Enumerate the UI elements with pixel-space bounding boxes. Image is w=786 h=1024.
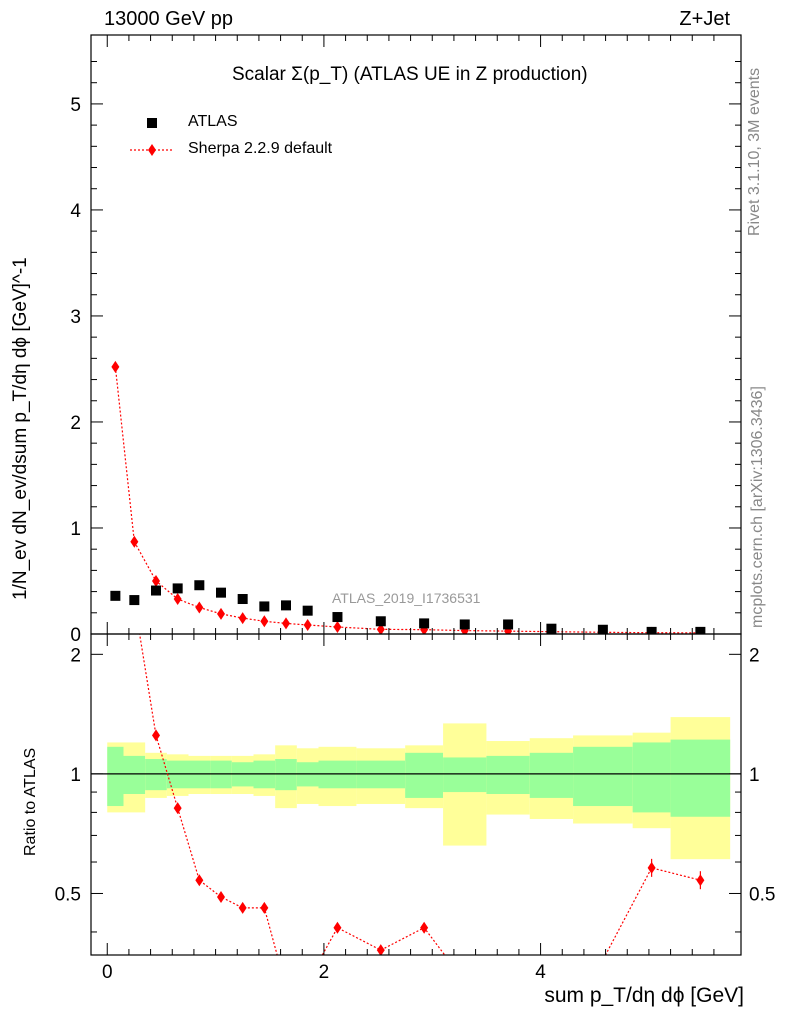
ratio-y-axis-title: Ratio to ATLAS [22, 747, 39, 856]
collision-energy-label: 13000 GeV pp [104, 8, 233, 30]
band-inner-bin [529, 752, 574, 798]
legend-marker-sherpa [148, 144, 156, 156]
sherpa-point [260, 615, 269, 628]
ratio-sherpa-point [195, 874, 204, 887]
x-tick-label: 0 [102, 962, 113, 983]
legend [130, 118, 174, 156]
ratio-panel-series [139, 634, 705, 955]
atlas-point [302, 605, 313, 616]
main-panel-series [110, 360, 706, 634]
band-inner-bin [670, 739, 731, 817]
sherpa-point [217, 607, 225, 620]
y-tick-label: 0 [70, 625, 81, 646]
plot-title: Scalar Σ(p_T) (ATLAS UE in Z production) [232, 64, 588, 86]
ratio-panel-frame [90, 633, 742, 956]
ratio-sherpa-point [376, 944, 385, 955]
sherpa-point [504, 625, 513, 634]
ratio-sherpa-point [217, 890, 225, 903]
sherpa-point [282, 617, 290, 630]
band-inner-bin [405, 752, 444, 798]
atlas-point [151, 585, 161, 596]
y-tick-label: 5 [70, 95, 81, 116]
atlas-point [110, 590, 121, 601]
ratio-sherpa-line [139, 634, 701, 955]
atlas-point [419, 618, 430, 629]
ratio-sherpa-point [333, 921, 342, 934]
ratio-sherpa-point [238, 901, 247, 914]
analysis-watermark: ATLAS_2019_I1736531 [332, 590, 481, 606]
band-inner-bin [632, 742, 671, 813]
band-inner-bin [107, 746, 124, 807]
legend-marker-atlas [147, 118, 157, 128]
band-inner-bin [443, 757, 487, 793]
plot-title-text: Scalar Σ(p_T) (ATLAS UE in Z production) [232, 64, 588, 85]
atlas-point [332, 612, 343, 623]
band-inner-bin [275, 759, 297, 791]
atlas-point [129, 595, 140, 606]
rivet-version-text: Rivet 3.1.10, 3M events [746, 67, 763, 236]
x-axis-title-text: sum p_T/dη dϕ [GeV] [544, 984, 744, 1007]
sherpa-point [303, 618, 312, 631]
atlas-point [281, 600, 291, 611]
sherpa-point [333, 621, 342, 634]
process-label: Z+Jet [679, 8, 730, 30]
mcplots-credit-text: mcplots.cern.ch [arXiv:1306.3436] [749, 386, 766, 628]
band-inner-bin [123, 755, 146, 794]
y-tick-label: 1 [70, 519, 81, 540]
band-inner-bin [573, 746, 633, 807]
x-axis-title: sum p_T/dη dϕ [GeV] [544, 984, 744, 1008]
ratio-y-tick-label-right: 0.5 [749, 884, 775, 905]
sherpa-point [238, 612, 247, 625]
atlas-point [459, 619, 470, 630]
atlas-point [237, 594, 248, 605]
ratio-y-tick-label: 1 [70, 765, 81, 786]
ratio-y-tick-label: 0.5 [55, 884, 81, 905]
sherpa-point [130, 535, 139, 548]
legend-label-sherpa: Sherpa 2.2.9 default [188, 140, 333, 157]
sherpa-point [376, 623, 385, 634]
y-tick-label: 2 [70, 413, 81, 434]
sherpa-point [195, 601, 204, 614]
atlas-point [503, 619, 514, 630]
y-tick-label: 3 [70, 307, 81, 328]
atlas-point [259, 601, 270, 612]
sherpa-point [173, 593, 182, 606]
main-y-axis-title: 1/N_ev dN_ev/dsum p_T/dη dϕ [GeV]^-1 [10, 257, 32, 600]
sherpa-point [111, 360, 120, 373]
ratio-y-tick-label: 2 [70, 645, 81, 666]
sherpa-point [420, 623, 429, 634]
legend-label-atlas: ATLAS [188, 113, 238, 130]
atlas-point [695, 626, 706, 634]
x-tick-label: 2 [319, 962, 330, 983]
ratio-sherpa-point [152, 729, 160, 742]
atlas-point [597, 624, 608, 634]
ratio-y-tick-label-right: 2 [749, 645, 760, 666]
band-inner-bin [486, 755, 530, 794]
ratio-sherpa-point [173, 802, 182, 815]
ratio-sherpa-point [260, 901, 269, 914]
atlas-point [216, 587, 226, 598]
atlas-point [646, 626, 657, 634]
ratio-y-tick-label-right: 1 [749, 765, 760, 786]
atlas-point [375, 616, 386, 627]
main-y-axis-title-text: 1/N_ev dN_ev/dsum p_T/dη dϕ [GeV]^-1 [10, 257, 31, 600]
ratio-uncertainty-bands [91, 717, 741, 860]
sherpa-point [152, 574, 160, 587]
band-inner-bin [145, 759, 167, 791]
atlas-point [172, 583, 183, 594]
x-tick-label: 4 [535, 962, 546, 983]
atlas-point [546, 623, 557, 634]
y-tick-label: 4 [70, 201, 81, 222]
ratio-sherpa-point [420, 921, 429, 934]
atlas-point [194, 580, 205, 591]
